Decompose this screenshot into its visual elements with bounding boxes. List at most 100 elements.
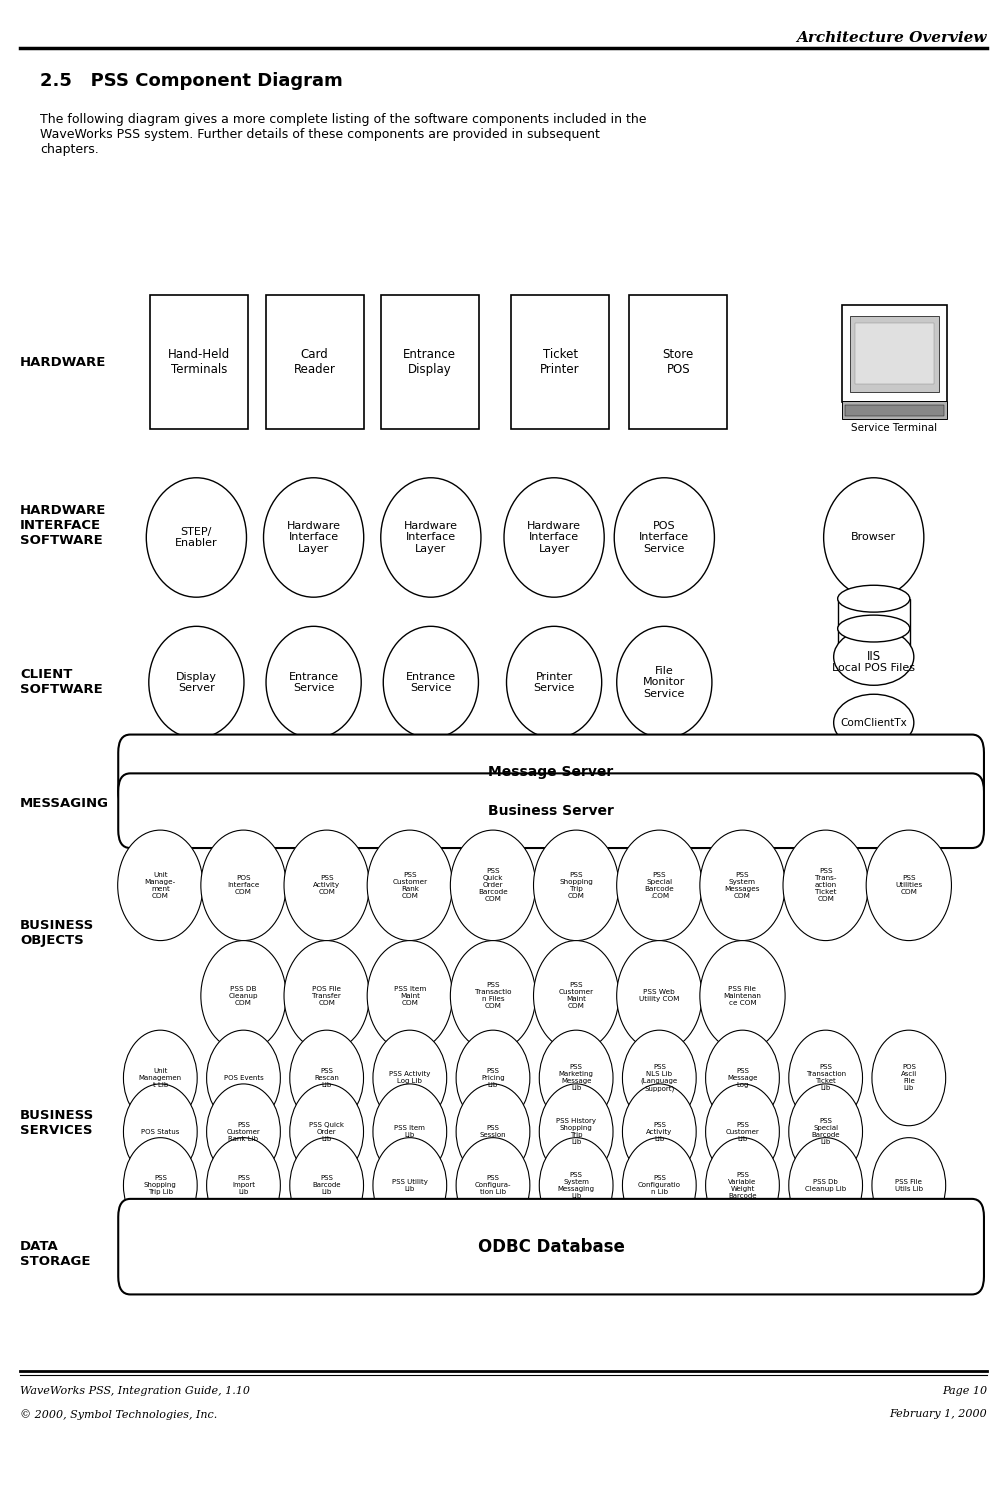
Text: ComClientTx: ComClientTx [841,718,907,727]
Text: PSS
Barcode
Lib: PSS Barcode Lib [313,1175,341,1196]
Ellipse shape [456,1084,530,1179]
Ellipse shape [367,941,453,1051]
FancyBboxPatch shape [842,305,947,402]
Ellipse shape [206,1138,281,1233]
Text: PSS
Trans-
action
Ticket
COM: PSS Trans- action Ticket COM [815,869,837,902]
Text: HARDWARE
INTERFACE
SOFTWARE: HARDWARE INTERFACE SOFTWARE [20,505,106,546]
Text: Hardware
Interface
Layer: Hardware Interface Layer [527,521,581,554]
Ellipse shape [622,1084,696,1179]
Ellipse shape [383,627,479,738]
Text: ODBC Database: ODBC Database [478,1238,624,1256]
Text: PSS
Transaction
Ticket
Lib: PSS Transaction Ticket Lib [806,1065,846,1091]
Text: PSS
Session: PSS Session [480,1126,506,1138]
Text: PSS Item
Maint
COM: PSS Item Maint COM [394,985,426,1006]
Text: POS File
Transfer
COM: POS File Transfer COM [313,985,341,1006]
FancyBboxPatch shape [118,773,984,848]
Ellipse shape [622,1030,696,1126]
Text: Browser: Browser [851,533,897,542]
Text: PSS
Rescan
Lib: PSS Rescan Lib [315,1067,339,1088]
Text: PSS
Special
Barcode
Lib: PSS Special Barcode Lib [812,1118,840,1145]
Ellipse shape [533,941,619,1051]
Text: Local POS Files: Local POS Files [833,663,915,673]
Text: PSS
Transactio
n Files
COM: PSS Transactio n Files COM [475,982,511,1009]
Ellipse shape [504,478,604,597]
Ellipse shape [373,1030,447,1126]
Text: PSS
Special
Barcode
.COM: PSS Special Barcode .COM [644,872,674,899]
Text: Architecture Overview: Architecture Overview [797,31,987,45]
Ellipse shape [533,830,619,941]
Ellipse shape [705,1138,780,1233]
Text: PSS Activity
Log Lib: PSS Activity Log Lib [389,1072,431,1084]
Ellipse shape [290,1138,364,1233]
Ellipse shape [789,1030,863,1126]
Text: PSS
Customer
Lib: PSS Customer Lib [725,1121,760,1142]
Text: PSS DB
Cleanup
COM: PSS DB Cleanup COM [228,985,259,1006]
Text: PSS
System
Messages
COM: PSS System Messages COM [724,872,761,899]
Ellipse shape [838,615,910,642]
Ellipse shape [539,1030,613,1126]
Text: Entrance
Display: Entrance Display [404,348,456,376]
Text: PSS
Activity
COM: PSS Activity COM [313,875,341,896]
Ellipse shape [206,1030,281,1126]
Text: PSS
Configuratio
n Lib: PSS Configuratio n Lib [638,1175,680,1196]
Text: PSS File
Utils Lib: PSS File Utils Lib [895,1179,923,1191]
Text: POS
Interface
COM: POS Interface COM [227,875,260,896]
Text: © 2000, Symbol Technologies, Inc.: © 2000, Symbol Technologies, Inc. [20,1409,217,1420]
Text: PSS
Shopping
Trip Lib: PSS Shopping Trip Lib [144,1175,176,1196]
Ellipse shape [456,1138,530,1233]
Ellipse shape [789,1084,863,1179]
Ellipse shape [699,941,786,1051]
Ellipse shape [456,1030,530,1126]
Ellipse shape [450,941,536,1051]
Text: DATA
STORAGE: DATA STORAGE [20,1241,90,1268]
Text: PSS Quick
Order
Lib: PSS Quick Order Lib [310,1121,344,1142]
Text: IIS: IIS [867,651,881,663]
Text: PSS
Shopping
Trip
COM: PSS Shopping Trip COM [559,872,593,899]
Text: POS
Interface
Service: POS Interface Service [639,521,689,554]
Ellipse shape [783,830,869,941]
Ellipse shape [705,1030,780,1126]
Text: February 1, 2000: February 1, 2000 [889,1409,987,1420]
Ellipse shape [622,1138,696,1233]
Text: The following diagram gives a more complete listing of the software components i: The following diagram gives a more compl… [40,113,646,157]
FancyBboxPatch shape [511,296,609,430]
Text: Hardware
Interface
Layer: Hardware Interface Layer [287,521,341,554]
Ellipse shape [834,694,914,751]
Text: PSS
System
Messaging
Lib: PSS System Messaging Lib [558,1172,594,1199]
Ellipse shape [123,1138,197,1233]
Ellipse shape [123,1030,197,1126]
Ellipse shape [367,830,453,941]
Text: PSS
NLS Lib
(Language
Support): PSS NLS Lib (Language Support) [640,1065,678,1091]
FancyBboxPatch shape [850,315,939,391]
Text: Entrance
Service: Entrance Service [289,672,339,693]
Text: PSS
Pricing
Lib: PSS Pricing Lib [481,1067,505,1088]
Ellipse shape [616,941,702,1051]
Text: PSS
Customer
Maint
COM: PSS Customer Maint COM [558,982,594,1009]
Text: CLIENT
SOFTWARE: CLIENT SOFTWARE [20,669,103,696]
Ellipse shape [290,1084,364,1179]
Ellipse shape [699,830,786,941]
Ellipse shape [539,1138,613,1233]
Text: Entrance
Service: Entrance Service [406,672,456,693]
Ellipse shape [539,1084,613,1179]
Ellipse shape [789,1138,863,1233]
Ellipse shape [117,830,203,941]
Ellipse shape [614,478,714,597]
Text: File
Monitor
Service: File Monitor Service [643,666,685,699]
Ellipse shape [705,1084,780,1179]
Text: Message Server: Message Server [489,764,613,779]
Text: PSS
Activity
Lib: PSS Activity Lib [646,1121,672,1142]
FancyBboxPatch shape [855,322,934,385]
FancyBboxPatch shape [842,402,947,418]
Ellipse shape [284,941,370,1051]
Text: PSS
Import
Lib: PSS Import Lib [232,1175,255,1196]
Text: Hardware
Interface
Layer: Hardware Interface Layer [404,521,458,554]
Text: PSS
Customer
Rank Lib: PSS Customer Rank Lib [226,1121,261,1142]
FancyBboxPatch shape [150,296,248,430]
Text: PSS
Marketing
Message
Lib: PSS Marketing Message Lib [559,1065,593,1091]
Ellipse shape [200,941,287,1051]
Text: Business Server: Business Server [488,803,614,818]
Text: Unit
Managemen
t Lib: Unit Managemen t Lib [138,1067,182,1088]
FancyBboxPatch shape [118,735,984,809]
Ellipse shape [146,478,246,597]
